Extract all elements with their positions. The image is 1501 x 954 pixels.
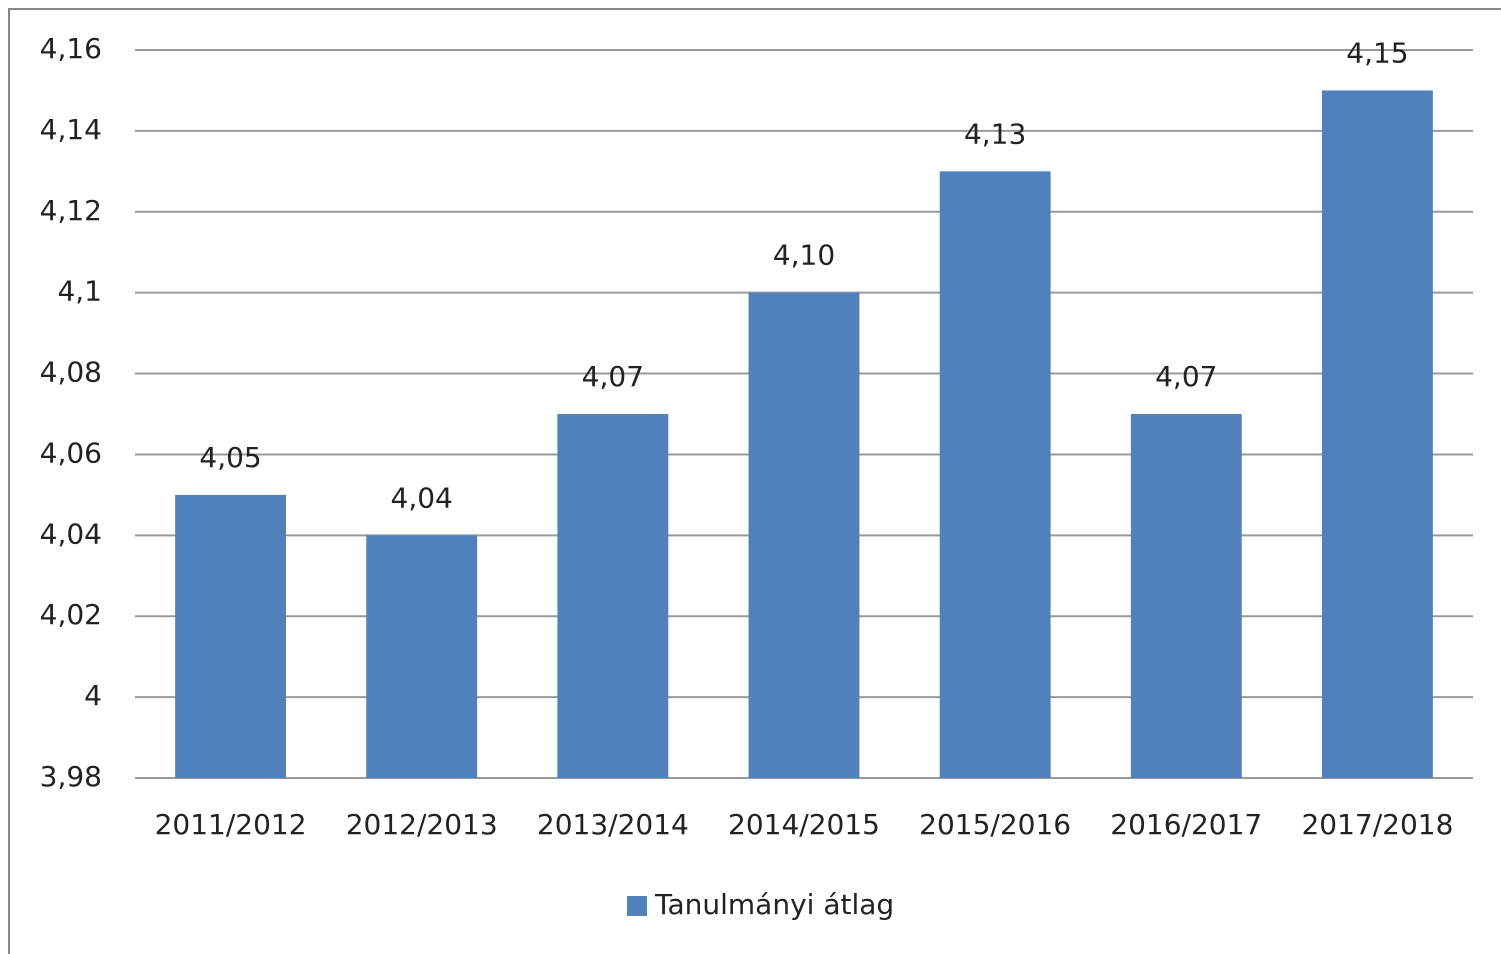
x-tick-label: 2013/2014: [537, 808, 689, 841]
data-label: 4,15: [1346, 36, 1408, 69]
y-tick-label: 4,14: [40, 113, 102, 146]
x-tick-label: 2015/2016: [919, 808, 1071, 841]
y-tick-label: 4,1: [57, 275, 102, 308]
bar: [1130, 414, 1242, 778]
data-label: 4,13: [964, 117, 1026, 150]
x-tick-label: 2011/2012: [155, 808, 307, 841]
legend-swatch: [627, 896, 647, 916]
bar: [557, 414, 669, 778]
data-label: 4,04: [391, 481, 453, 514]
x-tick-label: 2014/2015: [728, 808, 880, 841]
y-tick-label: 4,12: [40, 194, 102, 227]
bar: [366, 535, 478, 778]
x-tick-label: 2017/2018: [1301, 808, 1453, 841]
data-label: 4,07: [1155, 360, 1217, 393]
bar: [748, 292, 860, 778]
y-tick-label: 4,02: [40, 598, 102, 631]
y-tick-label: 4,06: [40, 436, 102, 469]
y-tick-label: 4,16: [40, 32, 102, 65]
bar: [175, 494, 287, 778]
bar: [939, 171, 1051, 779]
y-tick-label: 3,98: [40, 760, 102, 793]
bar: [1321, 90, 1433, 778]
data-label: 4,07: [582, 360, 644, 393]
y-tick-label: 4,08: [40, 356, 102, 389]
y-tick-label: 4: [84, 679, 102, 712]
y-tick-label: 4,04: [40, 517, 102, 550]
data-label: 4,05: [199, 441, 261, 474]
legend-label: Tanulmányi átlag: [654, 888, 894, 921]
x-tick-label: 2016/2017: [1110, 808, 1262, 841]
data-label: 4,10: [773, 239, 835, 272]
x-tick-label: 2012/2013: [346, 808, 498, 841]
